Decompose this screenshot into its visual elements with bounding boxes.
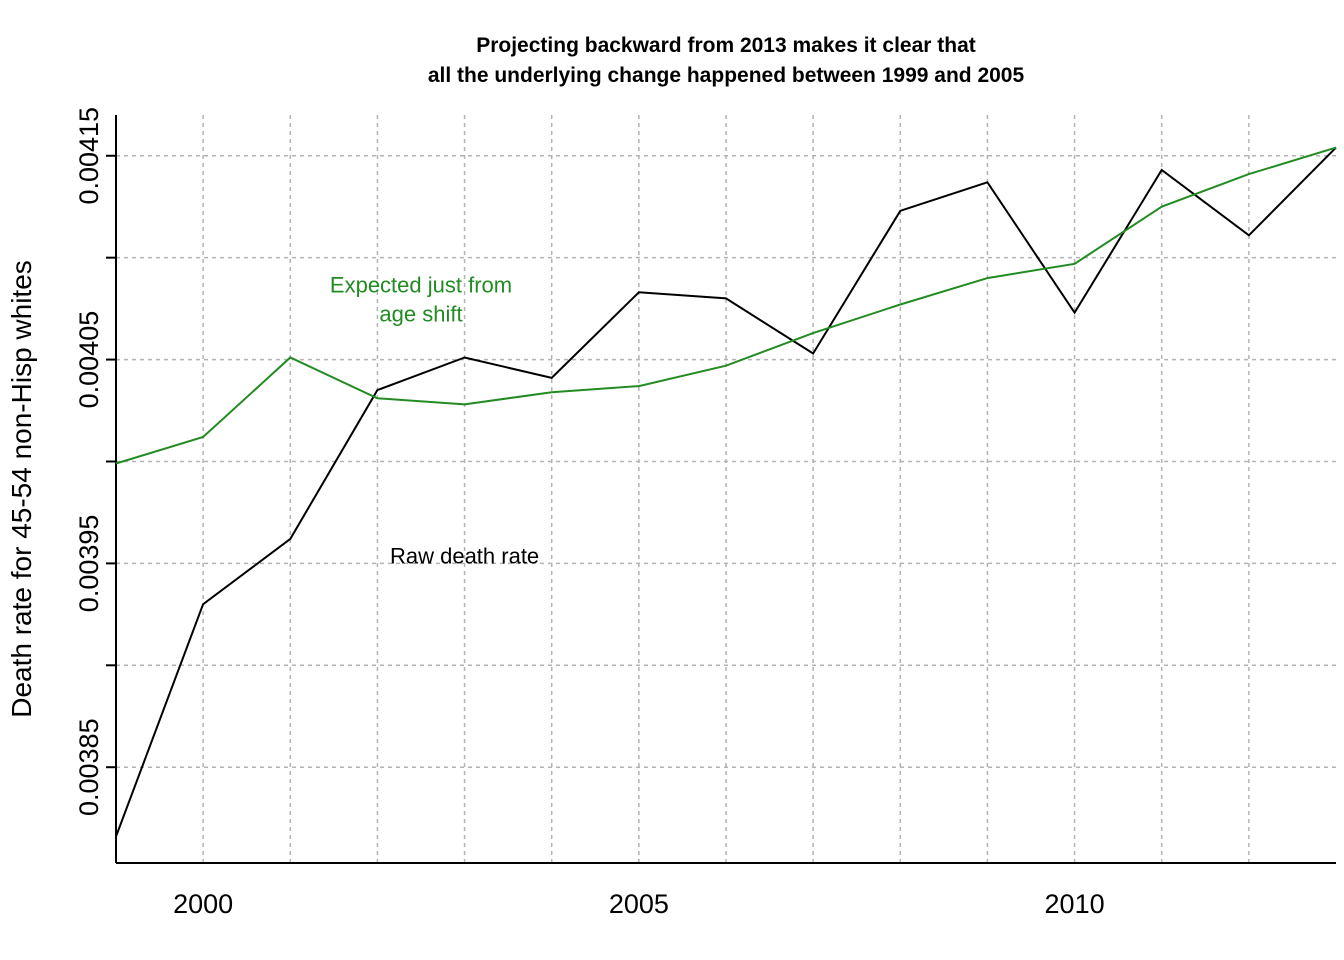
y-axis: 0.00385 0.00395 0.00405 0.00415 (74, 107, 116, 816)
grid (116, 115, 1336, 863)
chart-title-line: Projecting backward from 2013 makes it c… (476, 34, 976, 57)
chart-title-line: all the underlying change happened betwe… (428, 64, 1025, 87)
x-tick-label: 2010 (1045, 889, 1105, 919)
x-axis: 2000 2005 2010 (173, 889, 1105, 919)
axes (115, 115, 1336, 864)
y-axis-label: Death rate for 45-54 non-Hisp whites (6, 260, 37, 718)
chart-title: Projecting backward from 2013 makes it c… (428, 34, 1025, 87)
series-line-0 (115, 146, 1337, 837)
y-tick-label: 0.00415 (74, 107, 104, 205)
y-axis-title: Death rate for 45-54 non-Hisp whites (6, 260, 37, 718)
x-tick-label: 2000 (173, 889, 233, 919)
annotations: Raw death rate Expected just from age shif… (330, 272, 539, 568)
series-line-1 (115, 146, 1337, 465)
series-label: Raw death rate (390, 543, 539, 568)
y-tick-label: 0.00385 (74, 718, 104, 816)
y-tick-label: 0.00405 (74, 311, 104, 409)
y-tick-label: 0.00395 (74, 515, 104, 613)
series-label: Expected just from (330, 272, 512, 297)
x-tick-label: 2005 (609, 889, 669, 919)
series (115, 146, 1337, 837)
series-label: age shift (379, 301, 462, 326)
